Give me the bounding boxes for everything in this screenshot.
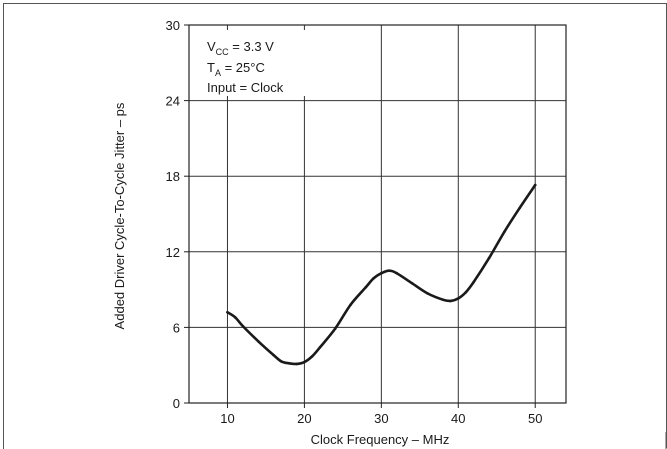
- jitter-data-point-8: [303, 360, 306, 364]
- y-tick-label-18: 18: [166, 169, 180, 184]
- jitter-data-point-9: [310, 355, 314, 358]
- jitter-data-point-18: [410, 282, 414, 285]
- x-tick-label-10: 10: [220, 411, 234, 426]
- jitter-data-point-27: [518, 206, 522, 209]
- jitter-data-point-2: [241, 324, 245, 328]
- jitter-data-point-7: [295, 362, 299, 366]
- jitter-data-point-17: [395, 271, 399, 275]
- grid: [189, 25, 566, 403]
- conditions-annotation: VCC = 3.3 V TA = 25°C Input = Clock: [203, 30, 308, 96]
- annotation-vcc: VCC = 3.3 V: [207, 39, 274, 57]
- y-axis-label: Added Driver Cycle-To-Cycle Jitter – ps: [112, 102, 127, 329]
- jitter-data-point-0: [226, 310, 229, 314]
- jitter-data-point-28: [533, 183, 537, 187]
- plot-area-border: [188, 24, 567, 404]
- jitter-data-point-4: [272, 353, 275, 357]
- annotation-input: Input = Clock: [207, 80, 284, 95]
- jitter-data-point-19: [426, 292, 429, 295]
- jitter-data-point-1: [233, 316, 237, 319]
- jitter-data-point-21: [449, 299, 452, 303]
- jitter-data-point-15: [380, 271, 383, 275]
- x-tick-label-20: 20: [297, 411, 311, 426]
- y-tick-label-24: 24: [166, 94, 180, 109]
- jitter-data-point-14: [372, 276, 375, 280]
- jitter-data-point-20: [441, 298, 445, 301]
- jitter-data-point-6: [287, 362, 291, 365]
- jitter-data-point-10: [318, 346, 322, 349]
- x-tick-label-40: 40: [451, 411, 465, 426]
- jitter-data-point-12: [349, 303, 352, 307]
- y-tick-label-12: 12: [166, 245, 180, 260]
- tick-labels: 10 20 30 40 50 0 6 12 18 24 30: [166, 18, 543, 426]
- x-axis-label: Clock Frequency – MHz: [311, 432, 450, 447]
- jitter-data-point-22: [456, 297, 460, 300]
- jitter-data-point-23: [464, 290, 468, 294]
- jitter-data-point-3: [256, 339, 260, 343]
- jitter-data-point-13: [364, 285, 368, 289]
- jitter-data-point-26: [503, 230, 506, 233]
- figure-border: [3, 3, 667, 449]
- jitter-data-point-5: [280, 360, 283, 363]
- jitter-data-point-24: [472, 280, 475, 284]
- y-tick-label-0: 0: [173, 396, 180, 411]
- axes: [184, 24, 567, 408]
- jitter-data-point-16: [387, 269, 391, 273]
- series-layer: [226, 183, 537, 366]
- annotation-background: [203, 30, 308, 96]
- x-tick-label-50: 50: [528, 411, 542, 426]
- jitter-data-point-11: [333, 327, 337, 330]
- x-tick-label-30: 30: [374, 411, 388, 426]
- y-tick-label-30: 30: [166, 18, 180, 33]
- jitter-data-point-25: [487, 256, 491, 260]
- annotation-temperature: TA = 25°C: [207, 60, 265, 78]
- y-tick-label-6: 6: [173, 320, 180, 335]
